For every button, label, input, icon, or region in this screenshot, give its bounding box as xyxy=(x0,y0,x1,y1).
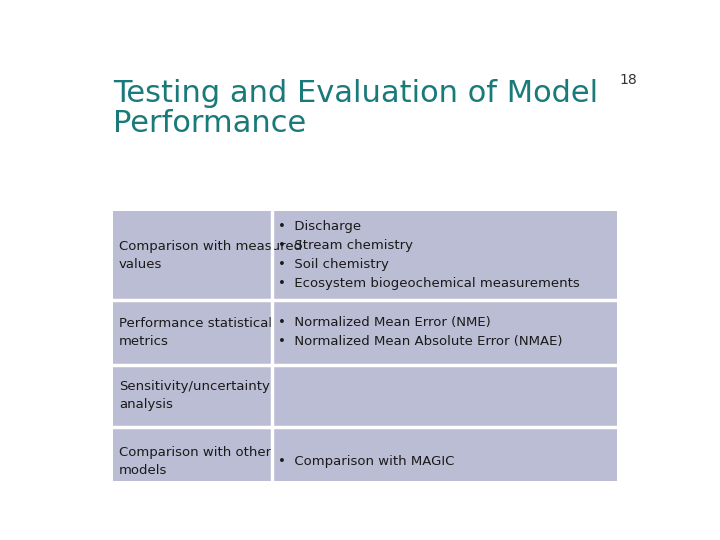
Text: Sensitivity/uncertainty
analysis: Sensitivity/uncertainty analysis xyxy=(119,380,270,411)
FancyBboxPatch shape xyxy=(113,427,617,496)
Text: •  Comparison with MAGIC: • Comparison with MAGIC xyxy=(277,455,454,468)
Text: 18: 18 xyxy=(619,73,637,87)
Text: Performance statistical
metrics: Performance statistical metrics xyxy=(119,317,272,348)
Text: Comparison with other
models: Comparison with other models xyxy=(119,446,271,477)
Text: •  Normalized Mean Error (NME)
•  Normalized Mean Absolute Error (NMAE): • Normalized Mean Error (NME) • Normaliz… xyxy=(277,316,562,348)
Text: Testing and Evaluation of Model: Testing and Evaluation of Model xyxy=(113,79,598,107)
FancyBboxPatch shape xyxy=(113,300,617,365)
Text: Comparison with measured
values: Comparison with measured values xyxy=(119,240,302,271)
FancyBboxPatch shape xyxy=(113,211,617,300)
FancyBboxPatch shape xyxy=(113,365,617,427)
Text: Performance: Performance xyxy=(113,110,307,138)
Text: •  Discharge
•  Stream chemistry
•  Soil chemistry
•  Ecosystem biogeochemical m: • Discharge • Stream chemistry • Soil ch… xyxy=(277,220,580,291)
